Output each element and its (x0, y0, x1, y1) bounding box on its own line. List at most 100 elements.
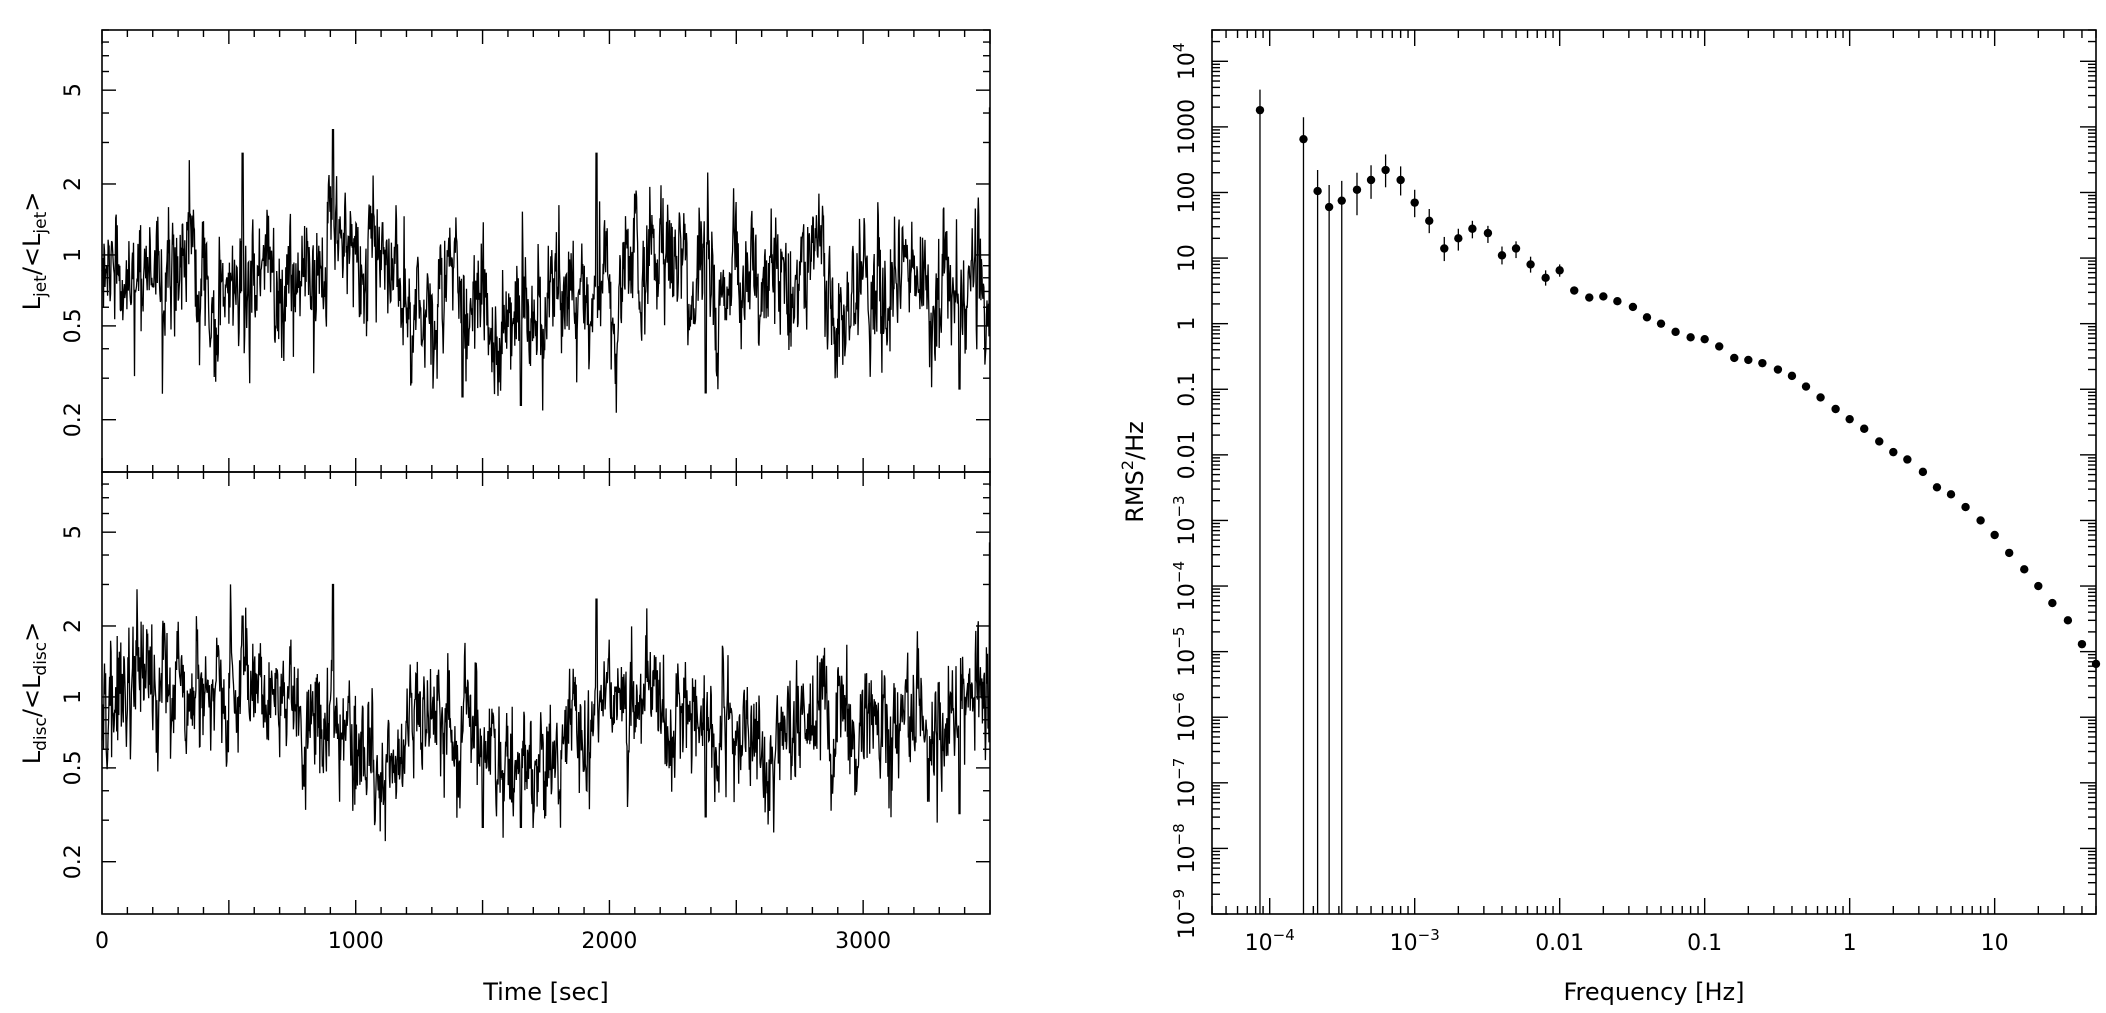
psd-point (1946, 490, 1956, 499)
x-tick-label: 1 (1843, 931, 1857, 956)
psd-point (1541, 273, 1550, 283)
y-tick-label: 10−6 (1170, 692, 1200, 742)
x-tick-label: 0.1 (1687, 931, 1722, 956)
disc-lightcurve-line (101, 542, 991, 842)
y-tick-label: 0.01 (1175, 430, 1200, 479)
y-tick-label: 0.2 (61, 402, 86, 437)
psd-point (2063, 616, 2073, 625)
psd-point (1526, 260, 1535, 269)
psd-point (1787, 371, 1797, 381)
psd-point (2091, 659, 2101, 669)
y-tick-label: 1 (1175, 317, 1200, 331)
psd-point (2034, 581, 2043, 591)
psd-point (1932, 483, 1942, 492)
jet-y-axis-label: Ljet/<Ljet> (18, 192, 51, 311)
y-tick-label: 1000 (1175, 99, 1200, 155)
psd-point (1454, 234, 1463, 243)
psd-point (1845, 414, 1854, 424)
y-tick-label: 10−7 (1170, 758, 1200, 808)
psd-point (2077, 639, 2087, 649)
psd-points (1255, 89, 2101, 914)
psd-point (1801, 382, 1811, 391)
y-tick-label: 104 (1170, 43, 1200, 81)
y-tick-label: 1 (61, 248, 86, 262)
x-tick-label: 10 (1981, 931, 2009, 956)
psd-point (1918, 467, 1928, 477)
psd-point (1889, 447, 1898, 457)
psd-point (1990, 530, 1999, 540)
psd-point (1642, 313, 1652, 322)
x-tick-label: 10−4 (1245, 926, 1295, 956)
disc-lightcurve-panel: 0.2 0.5 1 2 5 0 1000 2000 3000 Ldisc/<Ldisc> Ti… (18, 471, 991, 1006)
x-tick-label: 3000 (835, 929, 891, 954)
psd-point (2048, 598, 2057, 608)
psd-point (1313, 186, 1322, 196)
y-tick-label: 10−5 (1170, 627, 1200, 677)
psd-point (1686, 333, 1695, 342)
psd-point (1366, 175, 1376, 185)
jet-x-ticks (101, 30, 991, 472)
psd-point (1715, 342, 1724, 351)
psd-point (1585, 293, 1594, 302)
psd-point (1628, 302, 1638, 312)
psd-point (1816, 393, 1825, 402)
y-tick-label: 0.1 (1175, 372, 1200, 407)
frequency-x-axis-label: Frequency [Hz] (1564, 978, 1745, 1006)
psd-point (1773, 365, 1783, 374)
psd-point (1613, 297, 1622, 306)
psd-point (1860, 424, 1869, 433)
psd-point (1961, 502, 1970, 512)
y-tick-label: 10−4 (1170, 561, 1200, 611)
psd-point (1555, 266, 1564, 275)
y-tick-label: 10−3 (1170, 495, 1200, 545)
psd-point (1352, 185, 1362, 194)
y-tick-label: 5 (61, 83, 86, 97)
jet-lightcurve-panel: 0.2 0.5 1 2 5 Ljet/<Ljet> (18, 29, 991, 473)
x-tick-label: 0 (95, 929, 109, 954)
psd-point (1337, 196, 1346, 205)
psd-point (1831, 404, 1840, 414)
psd-point (1671, 327, 1680, 337)
psd-point (1875, 437, 1884, 446)
psd-point (1440, 244, 1449, 253)
psd-point (2005, 548, 2014, 558)
psd-point (1656, 319, 1666, 328)
time-x-axis-label: Time [sec] (482, 978, 609, 1006)
psd-point (1570, 286, 1579, 295)
psd-point (1324, 202, 1334, 212)
psd-plot-frame (1211, 29, 2097, 915)
psd-point (1976, 516, 1985, 525)
psd-point (1410, 198, 1419, 207)
psd-x-ticks: 10−4 10−3 0.01 0.1 1 10 (1211, 30, 2097, 956)
y-tick-label: 2 (61, 177, 86, 191)
psd-y-axis-label: RMS2/Hz (1118, 421, 1149, 523)
disc-x-ticks: 0 1000 2000 3000 (95, 472, 991, 954)
x-tick-label: 2000 (581, 929, 637, 954)
y-tick-label: 5 (61, 525, 86, 539)
psd-point (1730, 353, 1739, 363)
power-spectrum-panel: 10−910−810−710−610−510−410−30.010.111010… (1118, 29, 2101, 1006)
psd-point (1299, 134, 1308, 144)
y-tick-label: 10−8 (1170, 823, 1200, 873)
y-tick-label: 10−9 (1170, 889, 1200, 939)
psd-point (1483, 228, 1493, 238)
x-tick-label: 10−3 (1390, 926, 1440, 956)
jet-y-ticks: 0.2 0.5 1 2 5 (61, 29, 990, 437)
psd-point (1425, 216, 1434, 226)
psd-point (1468, 224, 1477, 233)
disc-y-axis-label: Ldisc/<Ldisc> (18, 622, 51, 765)
y-tick-label: 100 (1175, 171, 1200, 213)
y-tick-label: 2 (61, 619, 86, 633)
y-tick-label: 0.2 (61, 844, 86, 879)
psd-point (1497, 251, 1507, 260)
psd-point (1700, 334, 1709, 344)
psd-point (1381, 165, 1390, 175)
disc-plot-frame (101, 471, 991, 915)
y-tick-label: 0.5 (61, 308, 86, 343)
psd-point (1599, 292, 1608, 301)
y-tick-label: 0.5 (61, 750, 86, 785)
x-tick-label: 0.01 (1535, 931, 1584, 956)
psd-point (1903, 455, 1912, 464)
psd-point (1255, 105, 1265, 115)
